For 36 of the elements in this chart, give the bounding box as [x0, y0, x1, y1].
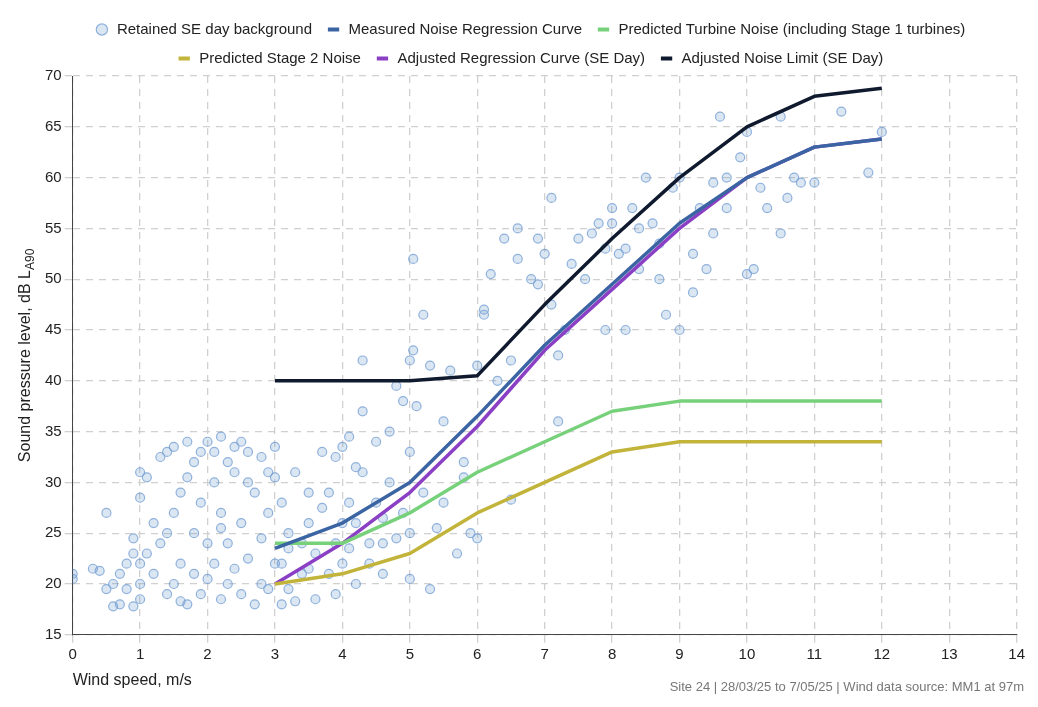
y-tick-label: 70: [45, 66, 62, 84]
x-tick-label: 14: [1008, 644, 1025, 662]
x-tick-label: 9: [675, 644, 684, 662]
y-tick-label: 30: [45, 472, 62, 490]
x-tick-label: 10: [738, 644, 756, 662]
y-tick-label: 45: [45, 320, 62, 338]
y-tick-label: 60: [45, 167, 62, 185]
y-tick-label: 25: [45, 523, 62, 541]
legend-label: Predicted Stage 2 Noise: [199, 48, 361, 66]
text: Site 24 | 28/03/25 to 7/05/25 | Wind data source: MM1 at 97m: [669, 679, 1024, 695]
x-tick-label: 12: [873, 644, 891, 662]
legend-label: Adjusted Noise Limit (SE Day): [681, 48, 884, 66]
x-tick-label: 11: [806, 644, 823, 662]
x-tick-label: 7: [540, 644, 549, 662]
legend-label: Adjusted Regression Curve (SE Day): [397, 48, 646, 66]
x-axis-title: Wind speed, m/s: [72, 670, 192, 688]
y-tick-label: 65: [45, 116, 62, 134]
y-tick-label: 20: [45, 574, 62, 592]
y-tick-label: 50: [45, 269, 62, 287]
legend-label: Measured Noise Regression Curve: [348, 19, 582, 37]
legend-label: Retained SE day background: [116, 19, 313, 37]
y-tick-label: 55: [45, 218, 62, 236]
y-tick-label: 40: [45, 370, 62, 388]
y-tick-label: 35: [45, 421, 62, 439]
x-tick-label: 5: [405, 644, 414, 662]
x-tick-label: 8: [607, 644, 617, 662]
x-tick-label: 6: [473, 644, 482, 662]
y-tick-label: 15: [45, 624, 62, 642]
x-tick-label: 2: [203, 644, 212, 662]
x-tick-label: 4: [338, 644, 347, 662]
legend-label: Predicted Turbine Noise (including Stage 1 turbines): [618, 19, 966, 37]
x-tick-label: 3: [270, 644, 280, 662]
x-tick-label: 13: [940, 644, 958, 662]
x-tick-label: 0: [68, 644, 77, 662]
x-tick-label: 1: [135, 644, 145, 662]
y-axis-title: Sound pressure level, dB LA90: [16, 248, 37, 463]
